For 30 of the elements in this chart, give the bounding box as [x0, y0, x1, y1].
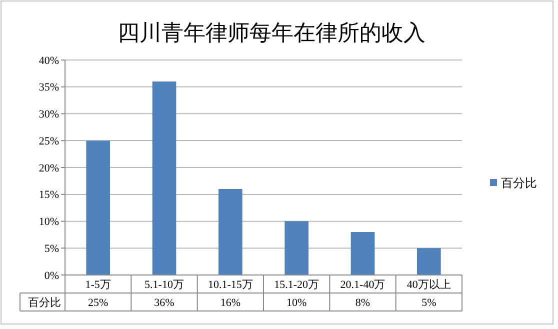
y-tick-label: 25%: [38, 135, 59, 148]
y-tick-label: 5%: [44, 242, 59, 255]
x-tick-label: 5.1-10万: [144, 278, 184, 291]
chart-title: 四川青年律师每年在律所的收入: [118, 21, 426, 46]
data-label: 10%: [286, 296, 307, 309]
x-tick-label: 10.1-15万: [208, 278, 253, 291]
x-tick-label: 20.1-40万: [340, 278, 386, 291]
data-label: 16%: [220, 296, 241, 309]
bar: [417, 248, 441, 275]
y-tick-label: 30%: [38, 108, 59, 121]
bar: [86, 140, 110, 275]
data-label: 8%: [355, 296, 370, 309]
bar: [152, 82, 176, 275]
x-tick-label: 15.1-20万: [274, 278, 320, 291]
bar: [284, 221, 308, 275]
x-tick-label: 1-5万: [85, 278, 111, 291]
data-label: 5%: [422, 296, 436, 309]
bar: [218, 189, 242, 275]
data-label: 25%: [88, 296, 108, 309]
y-tick-label: 20%: [38, 162, 59, 174]
bar: [350, 232, 375, 275]
legend-label: 百分比: [501, 176, 537, 190]
y-tick-label: 40%: [38, 54, 59, 67]
y-tick-label: 0%: [44, 270, 59, 282]
data-label: 36%: [154, 296, 174, 309]
x-tick-label: 40万以上: [406, 278, 451, 291]
text: 百分比: [28, 296, 61, 309]
y-tick-label: 35%: [38, 82, 59, 94]
y-tick-label: 10%: [38, 216, 59, 228]
y-tick-label: 15%: [38, 189, 59, 202]
